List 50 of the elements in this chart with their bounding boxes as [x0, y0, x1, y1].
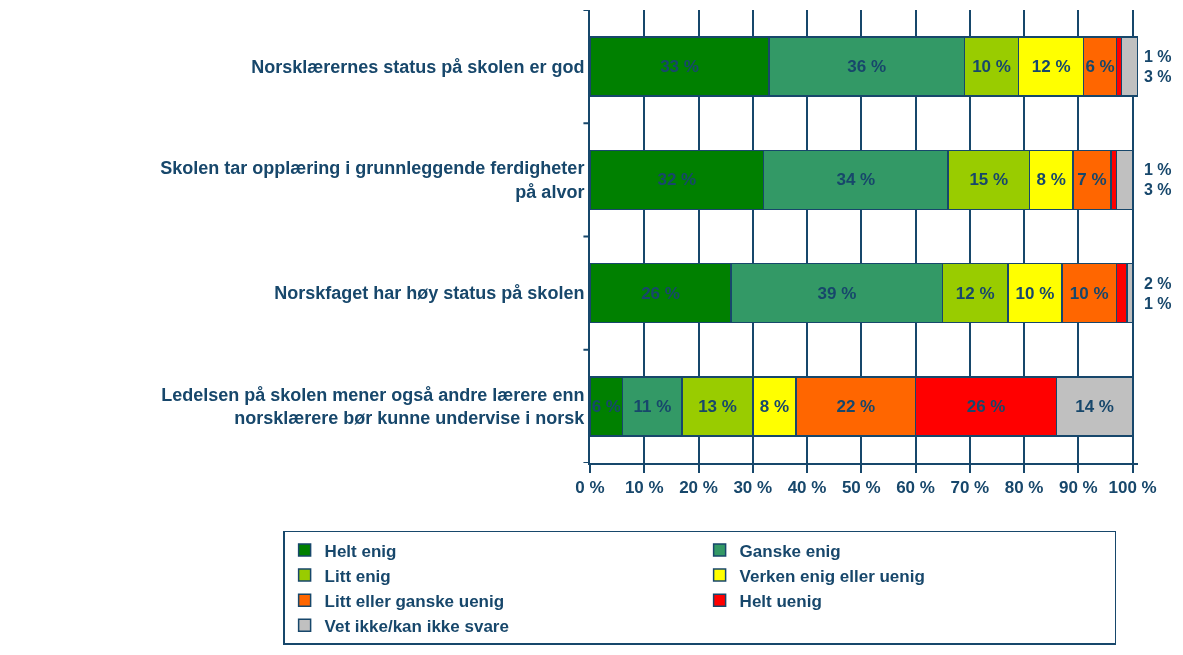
- data-label: 1 %: [1144, 48, 1172, 65]
- legend-label: Helt enig: [324, 541, 397, 561]
- x-tick-label: 60 %: [896, 478, 935, 498]
- data-label: 36 %: [847, 57, 887, 77]
- data-label: 6 %: [591, 396, 621, 416]
- data-label: 10 %: [972, 57, 1011, 77]
- data-label: 1 %: [1144, 161, 1172, 178]
- legend-label: Ganske enig: [739, 541, 841, 561]
- x-tick-label: 90 %: [1058, 478, 1098, 498]
- data-label: 1 %: [1144, 295, 1172, 312]
- y-tick-label: Norskfaget har høy status på skolen: [274, 283, 585, 304]
- legend-label: Helt uenig: [739, 591, 822, 611]
- data-label: 12 %: [955, 283, 995, 303]
- data-label: 32 %: [657, 170, 697, 190]
- data-label: 10 %: [1015, 283, 1055, 303]
- x-tick-label: 20 %: [679, 478, 718, 498]
- x-tick-label: 70 %: [950, 478, 990, 498]
- x-tick-label: 50 %: [841, 478, 881, 498]
- data-label: 7 %: [1077, 170, 1107, 190]
- data-label: 3 %: [1144, 68, 1172, 85]
- data-label: 22 %: [836, 396, 876, 416]
- data-label: 33 %: [660, 57, 699, 77]
- data-label: 6 %: [1085, 57, 1115, 77]
- data-label: 10 %: [1069, 283, 1109, 303]
- data-label: 13 %: [698, 396, 737, 416]
- y-tick-label: Norsklærernes status på skolen er god: [251, 56, 585, 77]
- data-label: 2 %: [1144, 275, 1172, 292]
- x-tick-label: 80 %: [1004, 478, 1044, 498]
- x-tick-label: 40 %: [787, 478, 827, 498]
- data-label: 34 %: [836, 170, 876, 190]
- x-tick-label: 10 %: [624, 478, 664, 498]
- x-tick-label: 0 %: [575, 478, 605, 498]
- data-label: 8 %: [759, 396, 790, 416]
- legend-label: Vet ikke/kan ikke svare: [324, 616, 509, 636]
- data-label: 12 %: [1031, 57, 1071, 77]
- data-label: 3 %: [1144, 181, 1172, 198]
- data-label: 26 %: [966, 396, 1006, 416]
- data-label: 26 %: [641, 283, 680, 303]
- legend-label: Litt eller ganske uenig: [324, 591, 505, 611]
- legend-label: Verken enig eller uenig: [739, 566, 925, 586]
- data-label: 8 %: [1036, 170, 1066, 190]
- y-tick-label: Ledelsen på skolen mener også andre lærere enn norsklærere bør kunne undervise i norsk: [161, 384, 586, 429]
- legend-label: Litt enig: [324, 566, 391, 586]
- data-label: 14 %: [1075, 396, 1114, 416]
- y-tick-label: Skolen tar opplæring i grunnleggende ferdigheter på alvor: [160, 158, 585, 202]
- data-label: 39 %: [817, 283, 857, 303]
- data-label: 11 %: [633, 396, 672, 416]
- x-tick-label: 30 %: [733, 478, 773, 498]
- data-label: 15 %: [969, 170, 1009, 190]
- x-tick-label: 100 %: [1108, 478, 1157, 498]
